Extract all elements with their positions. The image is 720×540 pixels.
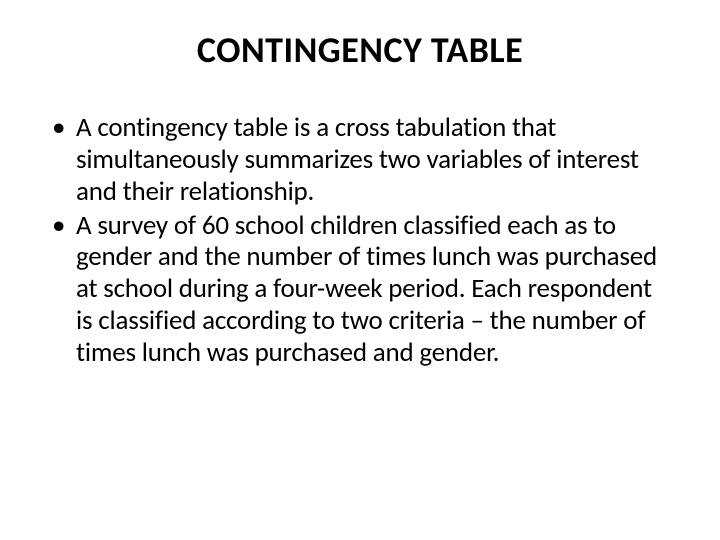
slide: CONTINGENCY TABLE A contingency table is… [0,0,720,540]
list-item: A contingency table is a cross tabulatio… [48,112,672,208]
slide-title: CONTINGENCY TABLE [40,28,680,72]
list-item: A survey of 60 school children classifie… [48,210,672,369]
bullet-list: A contingency table is a cross tabulatio… [48,112,672,369]
